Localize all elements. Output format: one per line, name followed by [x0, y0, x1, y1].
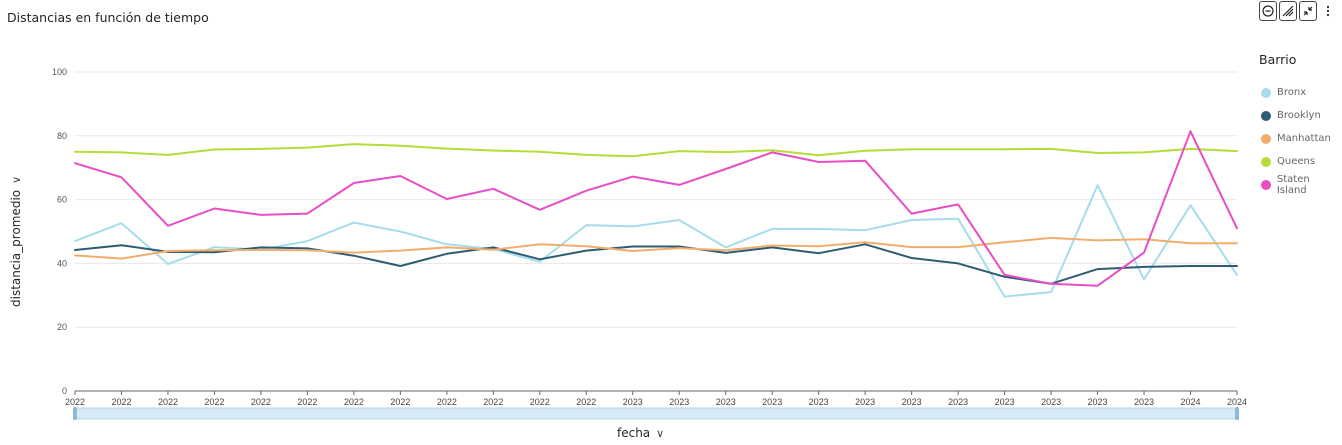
legend-label: Staten Island — [1276, 173, 1310, 196]
y-tick-label: 100 — [52, 67, 67, 77]
series-line-staten-island — [74, 130, 1238, 287]
x-tick-label: 2023 — [809, 397, 829, 407]
focus-icon[interactable] — [1299, 1, 1317, 21]
x-tick-label: 2023 — [902, 397, 922, 407]
legend-swatch — [1261, 87, 1271, 98]
x-zoom-handle-right — [1235, 407, 1239, 420]
more-options-icon[interactable] — [1319, 1, 1337, 21]
x-tick-label: 2022 — [251, 397, 271, 407]
legend-title: Barrio — [1259, 52, 1297, 67]
legend-label: Queens — [1277, 156, 1316, 167]
x-tick-label: 2022 — [158, 397, 178, 407]
x-tick-label: 2024 — [1181, 397, 1201, 407]
series-line-queens — [74, 143, 1238, 158]
y-axis-title-text: distancia_promedio — [9, 189, 23, 307]
legend-swatch — [1261, 133, 1271, 144]
x-tick-label: 2022 — [390, 397, 410, 407]
y-tick-label: 40 — [57, 258, 67, 268]
x-tick-label: 2023 — [623, 397, 643, 407]
x-tick-label: 2022 — [344, 397, 364, 407]
x-axis-title[interactable]: fecha ∨ — [617, 426, 664, 440]
legend-swatch — [1261, 110, 1271, 121]
x-tick-label: 2022 — [111, 397, 131, 407]
x-tick-label: 2022 — [530, 397, 550, 407]
x-zoom-handle-left — [73, 407, 77, 420]
x-tick-label: 2023 — [995, 397, 1015, 407]
x-tick-label: 2024 — [1227, 397, 1247, 407]
legend-swatch — [1261, 156, 1271, 167]
x-tick-label: 2023 — [669, 397, 689, 407]
x-tick-label: 2023 — [716, 397, 736, 407]
x-tick-label: 2023 — [855, 397, 875, 407]
legend-swatch — [1261, 179, 1271, 190]
x-tick-label: 2023 — [1088, 397, 1108, 407]
chevron-down-icon: ∨ — [10, 175, 23, 184]
x-tick-label: 2022 — [204, 397, 224, 407]
chevron-down-icon: ∨ — [656, 427, 665, 440]
x-tick-label: 2022 — [437, 397, 457, 407]
chart-title: Distancias en función de tiempo — [7, 10, 209, 25]
x-zoom-slider — [73, 407, 1239, 420]
y-axis-title[interactable]: distancia_promedio ∨ — [9, 176, 23, 307]
x-axis-title-text: fecha — [617, 426, 651, 440]
x-tick-label: 2022 — [65, 397, 85, 407]
legend-item-queens[interactable]: Queens — [1259, 150, 1342, 173]
y-axis-title-wrap: distancia_promedio ∨ — [6, 176, 26, 320]
line-chart: 0 20 40 60 80 100 2022 2022 2022 2022 2022 2022 2022… — [52, 67, 1247, 420]
legend-item-brooklyn[interactable]: Brooklyn — [1259, 104, 1342, 127]
x-tick-label: 2023 — [1041, 397, 1061, 407]
legend-item-bronx[interactable]: Bronx — [1259, 81, 1342, 104]
legend: Barrio Bronx Brooklyn Manhattan Queens S… — [1259, 52, 1342, 196]
series-line-manhattan — [74, 236, 1238, 260]
y-tick-label: 0 — [62, 386, 67, 396]
x-tick-label: 2022 — [297, 397, 317, 407]
filter-icon[interactable] — [1259, 1, 1277, 21]
legend-label: Brooklyn — [1277, 110, 1321, 121]
visual-toolbar — [1259, 1, 1337, 23]
legend-item-staten-island[interactable]: Staten Island — [1259, 173, 1342, 196]
y-tick-label: 80 — [57, 131, 67, 141]
drill-icon[interactable] — [1279, 1, 1297, 21]
x-tick-label: 2022 — [483, 397, 503, 407]
legend-item-manhattan[interactable]: Manhattan — [1259, 127, 1342, 150]
legend-label: Manhattan — [1277, 133, 1331, 144]
y-tick-label: 20 — [57, 322, 67, 332]
y-tick-label: 60 — [57, 195, 67, 205]
x-tick-label: 2023 — [1134, 397, 1154, 407]
x-tick-label: 2023 — [948, 397, 968, 407]
legend-label: Bronx — [1277, 87, 1307, 98]
x-tick-label: 2022 — [576, 397, 596, 407]
x-tick-label: 2023 — [762, 397, 782, 407]
